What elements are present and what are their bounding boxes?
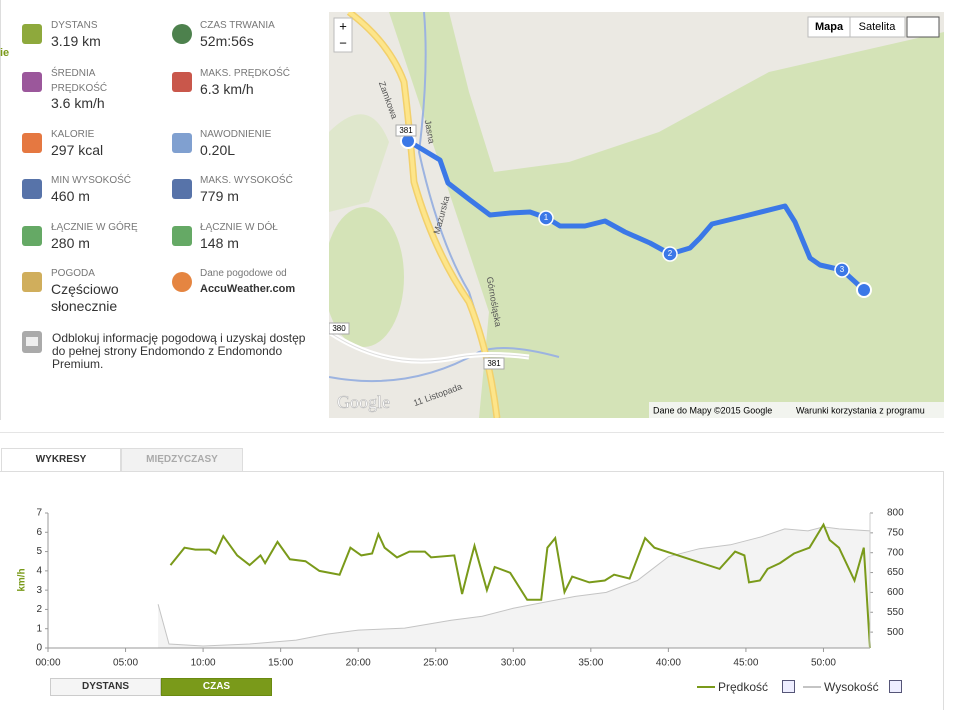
divider <box>0 432 944 433</box>
marker-label: 3 <box>840 265 845 274</box>
promo-text: Odblokuj informację pogodową i uzyskaj d… <box>52 331 306 371</box>
legend-checkbox[interactable] <box>782 680 795 693</box>
stat-label: Dane pogodowe od <box>200 268 287 279</box>
legend-swatch <box>803 686 821 688</box>
stat-label: DYSTANS <box>51 20 98 31</box>
stat-value: Częściowo słonecznie <box>51 281 119 314</box>
y-tick-label: 7 <box>36 508 42 519</box>
y2-tick-label: 600 <box>887 587 904 598</box>
y-tick-label: 1 <box>36 623 42 634</box>
sidebar-fragment: ie <box>0 47 10 59</box>
stat-label: ŁĄCZNIE W DÓŁ <box>200 222 278 233</box>
x-mode-button[interactable]: CZAS <box>161 678 272 696</box>
y-axis-label: km/h <box>17 568 28 591</box>
stat-label: KALORIE <box>51 129 95 140</box>
stat-icon <box>22 24 42 44</box>
map-type-button[interactable]: Mapa <box>815 21 844 33</box>
stat-icon <box>172 72 192 92</box>
stat-label: CZAS TRWANIA <box>200 20 275 31</box>
stat-label: MAKS. PRĘDKOŚĆ <box>200 68 291 79</box>
stat-label: NAWODNIENIE <box>200 129 272 140</box>
x-tick-label: 45:00 <box>733 658 758 669</box>
stat-value: 3.6 km/h <box>51 95 105 111</box>
stat-value: 148 m <box>200 235 239 251</box>
y-tick-label: 2 <box>36 604 42 615</box>
x-tick-label: 40:00 <box>656 658 681 669</box>
stat-icon <box>22 272 42 292</box>
y-tick-label: 4 <box>36 565 42 576</box>
x-tick-label: 50:00 <box>811 658 836 669</box>
x-tick-label: 15:00 <box>268 658 293 669</box>
street-label: Jasna <box>423 119 437 144</box>
satellite-button[interactable]: Satelita <box>859 21 897 33</box>
zoom-out[interactable]: − <box>339 35 347 50</box>
stat-value: 460 m <box>51 188 90 204</box>
stat-icon <box>22 179 42 199</box>
x-tick-label: 35:00 <box>578 658 603 669</box>
x-mode-button[interactable]: DYSTANS <box>50 678 161 696</box>
stat-icon <box>172 133 192 153</box>
stat-value: 52m:56s <box>200 33 254 49</box>
stat-icon <box>172 272 192 292</box>
marker-label: 1 <box>544 213 549 222</box>
stat-label: ŁĄCZNIE W GÓRĘ <box>51 222 138 233</box>
legend-label: Wysokość <box>824 680 879 694</box>
stat-icon <box>172 179 192 199</box>
y2-tick-label: 750 <box>887 527 904 538</box>
sidebar-edge <box>0 0 1 420</box>
stat-value: 280 m <box>51 235 90 251</box>
y2-tick-label: 500 <box>887 627 904 638</box>
tab[interactable]: MIĘDZYCZASY <box>121 448 243 472</box>
legend-swatch <box>697 686 715 688</box>
chart-panel <box>0 471 944 710</box>
tab[interactable]: WYKRESY <box>1 448 121 472</box>
stat-label: ŚREDNIA PRĘDKOŚĆ <box>51 68 108 94</box>
stat-icon <box>172 226 192 246</box>
y-tick-label: 0 <box>36 643 42 654</box>
y2-tick-label: 800 <box>887 508 904 519</box>
y-tick-label: 3 <box>36 585 42 596</box>
x-tick-label: 00:00 <box>35 658 60 669</box>
stat-value: 3.19 km <box>51 33 101 49</box>
elevation-line <box>157 526 871 647</box>
map-terms[interactable]: Warunki korzystania z programu <box>796 405 925 415</box>
stat-value: AccuWeather.com <box>200 283 296 295</box>
x-tick-label: 20:00 <box>346 658 371 669</box>
stat-icon <box>22 133 42 153</box>
stat-label: POGODA <box>51 268 95 279</box>
x-tick-label: 10:00 <box>191 658 216 669</box>
elevation-area <box>158 526 871 648</box>
promo-icon <box>22 331 42 353</box>
stat-icon <box>172 24 192 44</box>
x-tick-label: 30:00 <box>501 658 526 669</box>
x-tick-label: 25:00 <box>423 658 448 669</box>
legend-label: Prędkość <box>718 680 769 694</box>
speed-line <box>169 522 871 649</box>
y2-tick-label: 700 <box>887 547 904 558</box>
chart: km/h 0 1 2 3 4 5 6 7 500 550 600 650 700 750 800 00:00 0… <box>17 508 904 669</box>
stat-label: MAKS. WYSOKOŚĆ <box>200 175 293 186</box>
road-number: 381 <box>399 126 413 135</box>
y2-tick-label: 550 <box>887 607 904 618</box>
map-attribution: Dane do Mapy ©2015 Google <box>653 405 772 415</box>
stat-icon <box>22 226 42 246</box>
stat-label: MIN WYSOKOŚĆ <box>51 175 132 186</box>
y-tick-label: 5 <box>36 546 42 557</box>
map-logo: Google <box>337 392 390 412</box>
road-number: 380 <box>332 324 346 333</box>
stat-value: 297 kcal <box>51 142 104 158</box>
stat-value: 0.20L <box>200 142 236 158</box>
stat-value: 779 m <box>200 188 239 204</box>
road-number: 381 <box>487 359 501 368</box>
y2-tick-label: 650 <box>887 567 904 578</box>
legend-checkbox[interactable] <box>889 680 902 693</box>
zoom-in[interactable]: + <box>339 18 347 33</box>
stat-value: 6.3 km/h <box>200 81 254 97</box>
y-tick-label: 6 <box>36 527 42 538</box>
marker-label: 2 <box>668 249 673 258</box>
stat-icon <box>22 72 42 92</box>
x-tick-label: 05:00 <box>113 658 138 669</box>
map[interactable]: 1 2 3 Zamkowa Jasna Mazurska Górnośląska… <box>329 12 944 418</box>
